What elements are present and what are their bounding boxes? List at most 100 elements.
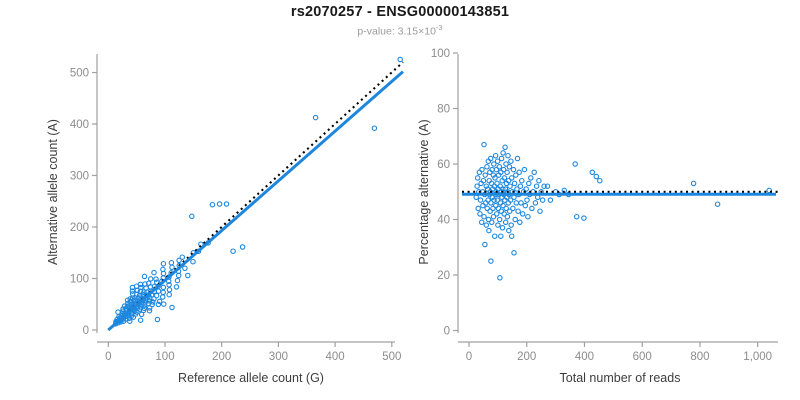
y-tick-label: 20 bbox=[437, 270, 450, 282]
data-point bbox=[154, 316, 161, 323]
data-point bbox=[541, 183, 547, 189]
data-point bbox=[492, 152, 499, 159]
data-point bbox=[508, 233, 515, 239]
data-point bbox=[514, 186, 520, 192]
data-point bbox=[151, 269, 157, 276]
x-tick-label: 200 bbox=[212, 351, 231, 363]
data-point bbox=[371, 125, 378, 131]
data-point bbox=[501, 211, 507, 217]
data-point bbox=[487, 208, 493, 214]
data-point bbox=[160, 266, 166, 273]
data-point bbox=[490, 205, 496, 212]
data-point bbox=[480, 177, 487, 184]
data-point bbox=[516, 169, 522, 176]
data-point bbox=[489, 219, 495, 226]
data-point bbox=[508, 222, 514, 228]
x-tick-label: 1,000 bbox=[743, 351, 772, 363]
data-point bbox=[477, 211, 483, 217]
data-point bbox=[517, 183, 524, 189]
data-point bbox=[239, 244, 246, 250]
data-point bbox=[153, 292, 160, 299]
data-point bbox=[168, 259, 175, 266]
data-point bbox=[525, 213, 531, 220]
data-point bbox=[500, 150, 506, 156]
data-point bbox=[490, 213, 497, 220]
data-point bbox=[521, 166, 528, 173]
data-point bbox=[115, 309, 121, 315]
data-point bbox=[474, 183, 480, 189]
data-point bbox=[511, 250, 517, 256]
data-point bbox=[155, 301, 162, 308]
data-point bbox=[547, 197, 554, 203]
data-point bbox=[526, 180, 532, 187]
data-point bbox=[517, 219, 523, 226]
y-axis-title: Alternative allele count (A) bbox=[46, 119, 60, 265]
data-point bbox=[501, 175, 508, 181]
data-point bbox=[481, 141, 487, 148]
data-point bbox=[182, 265, 188, 272]
panel-reads-vs-pct: 0 200 400 600 800 1,000 0 20 40 60 80 100 Total numb… bbox=[417, 48, 781, 385]
data-point bbox=[174, 277, 181, 284]
data-point bbox=[142, 281, 148, 287]
data-point bbox=[141, 273, 148, 280]
data-point bbox=[137, 281, 144, 288]
data-point bbox=[529, 205, 535, 212]
data-point bbox=[539, 197, 546, 203]
data-point bbox=[495, 205, 502, 212]
p-value-exponent: -3 bbox=[435, 23, 443, 32]
data-point bbox=[159, 294, 166, 300]
y-tick-label: 80 bbox=[437, 104, 450, 116]
data-point bbox=[482, 172, 488, 178]
data-point bbox=[486, 227, 492, 234]
data-point bbox=[506, 227, 512, 234]
x-tick-label: 400 bbox=[575, 351, 594, 363]
data-point bbox=[515, 208, 521, 214]
data-point bbox=[496, 216, 503, 223]
data-point bbox=[502, 144, 508, 151]
data-point bbox=[513, 200, 520, 206]
data-point bbox=[491, 161, 497, 167]
x-tick-label: 800 bbox=[690, 351, 709, 363]
data-point bbox=[544, 183, 551, 189]
data-point bbox=[503, 205, 509, 212]
scatter-points bbox=[473, 141, 772, 281]
x-tick-label: 500 bbox=[382, 351, 401, 363]
x-tick-label: 100 bbox=[155, 351, 174, 363]
data-point bbox=[397, 56, 403, 63]
data-point bbox=[476, 169, 483, 176]
data-point bbox=[487, 155, 494, 162]
data-point bbox=[506, 208, 513, 214]
data-point bbox=[537, 208, 543, 214]
data-point bbox=[493, 202, 499, 209]
data-point bbox=[176, 257, 182, 264]
data-point bbox=[134, 291, 140, 297]
data-point bbox=[153, 279, 160, 286]
data-point bbox=[479, 166, 485, 173]
data-point bbox=[518, 200, 524, 206]
data-point bbox=[511, 180, 518, 187]
data-point bbox=[593, 173, 600, 180]
data-point bbox=[169, 304, 175, 311]
panel-ref-vs-alt: 0 100 200 300 400 500 0 100 200 300 400 500 Referenc… bbox=[46, 54, 404, 385]
data-point bbox=[138, 284, 144, 291]
data-point bbox=[312, 114, 319, 121]
data-point bbox=[497, 275, 503, 281]
data-point bbox=[536, 177, 542, 184]
data-point bbox=[508, 158, 514, 164]
data-point bbox=[145, 280, 152, 287]
data-point bbox=[497, 200, 504, 206]
x-tick-label: 400 bbox=[326, 351, 345, 363]
data-point bbox=[491, 197, 497, 203]
data-point bbox=[507, 183, 513, 189]
x-tick-label: 200 bbox=[517, 351, 536, 363]
data-point bbox=[690, 180, 697, 187]
data-point bbox=[485, 216, 492, 223]
data-point bbox=[510, 205, 516, 212]
data-point bbox=[483, 183, 490, 189]
data-point bbox=[506, 164, 513, 170]
chart-title: rs2070257 - ENSG00000143851 bbox=[290, 4, 510, 20]
data-point bbox=[502, 219, 509, 226]
data-point bbox=[488, 200, 494, 206]
data-point bbox=[508, 175, 515, 181]
